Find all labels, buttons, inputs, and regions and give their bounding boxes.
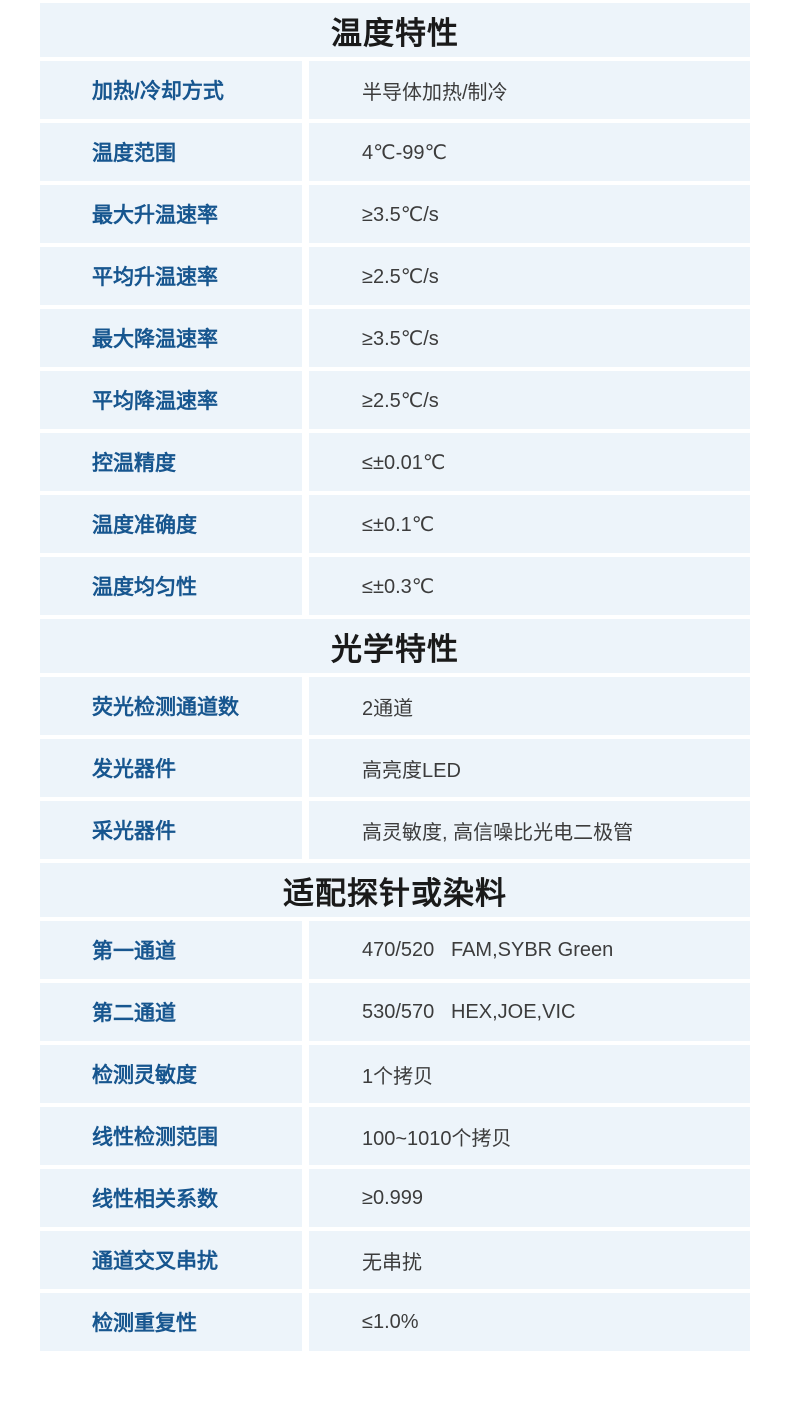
- spec-label: 最大降温速率: [40, 309, 302, 367]
- spec-row: 最大降温速率 ≥3.5℃/s: [40, 309, 750, 367]
- spec-value: 530/570 HEX,JOE,VIC: [309, 983, 750, 1041]
- spec-value: ≥2.5℃/s: [309, 371, 750, 429]
- spec-table: 温度特性 加热/冷却方式 半导体加热/制冷 温度范围 4℃-99℃ 最大升温速率 ≥3.5℃…: [40, 3, 750, 1351]
- spec-value: 470/520 FAM,SYBR Green: [309, 921, 750, 979]
- spec-value: ≤±0.01℃: [309, 433, 750, 491]
- spec-value: 无串扰: [309, 1231, 750, 1289]
- spec-value: ≥3.5℃/s: [309, 309, 750, 367]
- spec-label: 第二通道: [40, 983, 302, 1041]
- spec-value: ≥2.5℃/s: [309, 247, 750, 305]
- spec-row: 线性检测范围 100~1010个拷贝: [40, 1107, 750, 1165]
- spec-value: 4℃-99℃: [309, 123, 750, 181]
- spec-label: 平均升温速率: [40, 247, 302, 305]
- spec-row: 温度范围 4℃-99℃: [40, 123, 750, 181]
- spec-label: 温度范围: [40, 123, 302, 181]
- section-title-3: 适配探针或染料: [40, 863, 750, 917]
- spec-label: 线性检测范围: [40, 1107, 302, 1165]
- spec-label: 平均降温速率: [40, 371, 302, 429]
- spec-row: 加热/冷却方式 半导体加热/制冷: [40, 61, 750, 119]
- spec-value: ≤±0.3℃: [309, 557, 750, 615]
- spec-value: 2通道: [309, 677, 750, 735]
- spec-label: 采光器件: [40, 801, 302, 859]
- spec-row: 最大升温速率 ≥3.5℃/s: [40, 185, 750, 243]
- spec-row: 第二通道 530/570 HEX,JOE,VIC: [40, 983, 750, 1041]
- spec-value: 高灵敏度, 高信噪比光电二极管: [309, 801, 750, 859]
- spec-label: 温度准确度: [40, 495, 302, 553]
- spec-label: 控温精度: [40, 433, 302, 491]
- spec-row: 温度均匀性 ≤±0.3℃: [40, 557, 750, 615]
- spec-label: 发光器件: [40, 739, 302, 797]
- spec-row: 发光器件 高亮度LED: [40, 739, 750, 797]
- spec-value: ≥3.5℃/s: [309, 185, 750, 243]
- spec-value: ≥0.999: [309, 1169, 750, 1227]
- spec-label: 荧光检测通道数: [40, 677, 302, 735]
- section-title-1: 温度特性: [40, 3, 750, 57]
- spec-row: 通道交叉串扰 无串扰: [40, 1231, 750, 1289]
- spec-row: 平均升温速率 ≥2.5℃/s: [40, 247, 750, 305]
- section-title-2: 光学特性: [40, 619, 750, 673]
- spec-label: 最大升温速率: [40, 185, 302, 243]
- spec-row: 控温精度 ≤±0.01℃: [40, 433, 750, 491]
- spec-value: 1个拷贝: [309, 1045, 750, 1103]
- spec-row: 线性相关系数 ≥0.999: [40, 1169, 750, 1227]
- spec-label: 检测重复性: [40, 1293, 302, 1351]
- spec-label: 加热/冷却方式: [40, 61, 302, 119]
- spec-row: 温度准确度 ≤±0.1℃: [40, 495, 750, 553]
- spec-value: 100~1010个拷贝: [309, 1107, 750, 1165]
- spec-row: 检测灵敏度 1个拷贝: [40, 1045, 750, 1103]
- spec-row: 第一通道 470/520 FAM,SYBR Green: [40, 921, 750, 979]
- spec-row: 采光器件 高灵敏度, 高信噪比光电二极管: [40, 801, 750, 859]
- spec-row: 检测重复性 ≤1.0%: [40, 1293, 750, 1351]
- spec-value: 高亮度LED: [309, 739, 750, 797]
- spec-row: 平均降温速率 ≥2.5℃/s: [40, 371, 750, 429]
- spec-label: 检测灵敏度: [40, 1045, 302, 1103]
- spec-label: 通道交叉串扰: [40, 1231, 302, 1289]
- spec-value: 半导体加热/制冷: [309, 61, 750, 119]
- spec-label: 第一通道: [40, 921, 302, 979]
- spec-row: 荧光检测通道数 2通道: [40, 677, 750, 735]
- spec-label: 温度均匀性: [40, 557, 302, 615]
- spec-label: 线性相关系数: [40, 1169, 302, 1227]
- spec-value: ≤±0.1℃: [309, 495, 750, 553]
- spec-value: ≤1.0%: [309, 1293, 750, 1351]
